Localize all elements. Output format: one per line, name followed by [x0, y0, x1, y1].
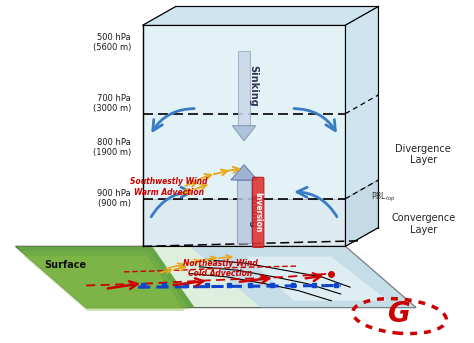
Polygon shape — [19, 251, 190, 309]
Polygon shape — [232, 126, 256, 141]
Text: Surface: Surface — [44, 260, 86, 270]
Polygon shape — [237, 180, 251, 243]
Polygon shape — [16, 246, 416, 308]
Text: 900 hPa
(900 m): 900 hPa (900 m) — [97, 189, 131, 209]
Text: Rising: Rising — [248, 193, 258, 228]
Text: Northeastly Wind
Cold Advection: Northeastly Wind Cold Advection — [183, 259, 258, 278]
Polygon shape — [143, 199, 346, 246]
Polygon shape — [246, 257, 388, 301]
Polygon shape — [16, 246, 195, 308]
Polygon shape — [190, 246, 416, 308]
Polygon shape — [143, 25, 346, 246]
Text: 500 hPa
(5600 m): 500 hPa (5600 m) — [92, 33, 131, 52]
Polygon shape — [231, 165, 257, 180]
Polygon shape — [24, 256, 185, 311]
Polygon shape — [238, 51, 250, 126]
Text: 800 hPa
(1900 m): 800 hPa (1900 m) — [93, 138, 131, 157]
Text: G: G — [388, 300, 411, 328]
Text: PBL$_{top}$: PBL$_{top}$ — [371, 191, 396, 204]
Text: Sinking: Sinking — [248, 65, 258, 106]
Text: Southwestly Wind
Warm Advection: Southwestly Wind Warm Advection — [130, 177, 208, 197]
Text: Inversion: Inversion — [254, 192, 263, 233]
Polygon shape — [143, 7, 378, 25]
Polygon shape — [346, 180, 378, 246]
Polygon shape — [346, 7, 378, 246]
Text: Convergence
Layer: Convergence Layer — [391, 213, 455, 235]
Text: 700 hPa
(3000 m): 700 hPa (3000 m) — [92, 94, 131, 113]
FancyBboxPatch shape — [253, 177, 264, 247]
Text: Divergence
Layer: Divergence Layer — [395, 144, 451, 165]
Polygon shape — [16, 246, 195, 308]
